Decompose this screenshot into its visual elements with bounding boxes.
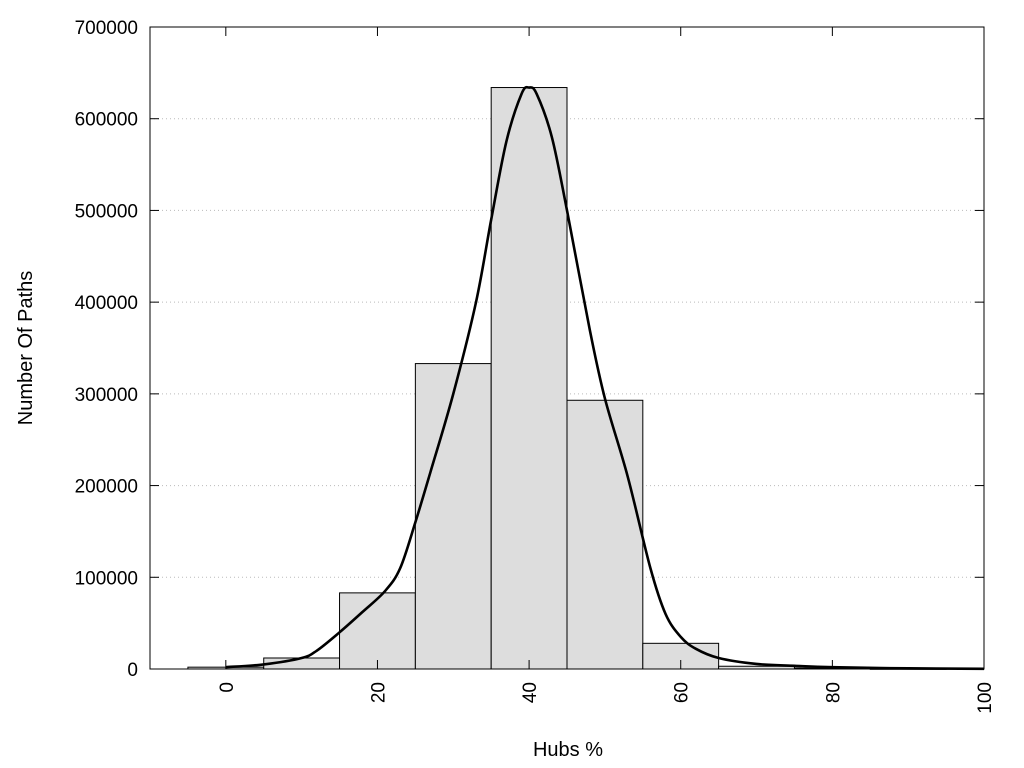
tick-labels: 0 100000 200000 300000 400000 500000 600000 700… (75, 18, 996, 714)
histogram-bar (339, 592, 416, 670)
y-tick-label: 0 (127, 660, 138, 681)
y-tick-label: 400000 (75, 293, 138, 314)
y-tick-label: 600000 (75, 110, 138, 131)
x-tick-label: 0 (217, 682, 238, 693)
y-tick-label: 100000 (75, 568, 138, 589)
density-curve (225, 85, 985, 671)
axis-ticks (150, 26, 985, 670)
y-tick-label: 300000 (75, 385, 138, 406)
x-tick-label: 80 (823, 682, 844, 703)
x-axis-label: Hubs % (533, 739, 603, 761)
histogram-bar (566, 399, 644, 670)
x-tick-label: 20 (368, 682, 389, 703)
plot-frame (149, 26, 985, 670)
y-axis-label: Number Of Paths (15, 271, 37, 426)
histogram-bars (187, 87, 947, 670)
x-tick-label: 40 (520, 682, 541, 703)
histogram-bar (414, 363, 492, 670)
histogram-bar (490, 87, 568, 670)
y-tick-label: 500000 (75, 201, 138, 222)
y-tick-label: 700000 (75, 18, 138, 39)
x-tick-label: 60 (672, 682, 693, 703)
y-tick-label: 200000 (75, 477, 138, 498)
x-tick-label: 100 (975, 682, 996, 714)
